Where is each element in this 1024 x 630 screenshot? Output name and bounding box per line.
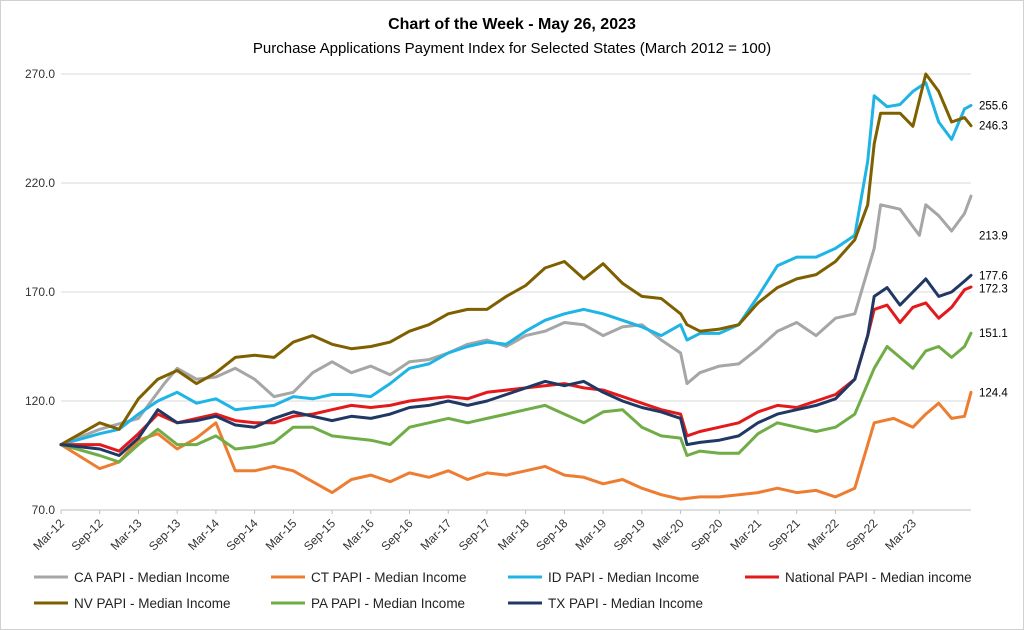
- y-axis-tick-labels: 70.0 120.0 170.0 220.0 270.0: [25, 67, 55, 517]
- series-line-4: [59, 72, 973, 447]
- end-value-label: 177.6: [979, 270, 1008, 282]
- x-tick-label: Mar-18: [495, 516, 532, 553]
- y-tick-label: 70.0: [32, 503, 56, 517]
- x-tick-label: Mar-13: [108, 516, 145, 553]
- x-tick-label: Sep-12: [69, 516, 106, 553]
- x-tick-label: Mar-22: [805, 516, 842, 553]
- x-tick-label: Sep-15: [301, 516, 338, 553]
- x-tick-label: Sep-18: [533, 516, 570, 553]
- y-tick-label: 170.0: [25, 285, 55, 299]
- x-tick-label: Sep-13: [146, 516, 183, 553]
- chart-title: Chart of the Week - May 26, 2023: [388, 16, 636, 33]
- x-tick-label: Sep-17: [456, 516, 493, 553]
- x-tick-label: Mar-17: [418, 516, 455, 553]
- chart-subtitle: Purchase Applications Payment Index for …: [253, 40, 771, 57]
- legend-label: TX PAPI - Median Income: [548, 596, 703, 611]
- legend-label: PA PAPI - Median Income: [311, 596, 465, 611]
- end-value-label: 213.9: [979, 230, 1008, 242]
- x-tick-label: Mar-20: [650, 516, 687, 553]
- x-tick-label: Mar-14: [185, 516, 222, 553]
- x-tick-label: Sep-19: [611, 516, 648, 553]
- legend-label: National PAPI - Median income: [785, 570, 972, 585]
- x-tick-label: Mar-21: [727, 516, 764, 553]
- end-value-label: 246.3: [979, 121, 1008, 133]
- end-value-label: 151.1: [979, 328, 1008, 340]
- x-axis-tick-labels: Mar-12 Sep-12 Mar-13 Sep-13 Mar-14 Sep-14 Mar-…: [30, 510, 919, 553]
- legend: CA PAPI - Median Income CT PAPI - Median …: [34, 570, 972, 611]
- legend-label: NV PAPI - Median Income: [74, 596, 231, 611]
- x-tick-label: Sep-22: [843, 516, 880, 553]
- y-tick-label: 120.0: [25, 394, 55, 408]
- x-tick-label: Sep-20: [688, 516, 725, 553]
- series-lines: [59, 72, 973, 501]
- y-tick-label: 220.0: [25, 176, 55, 190]
- x-tick-label: Mar-15: [263, 516, 300, 553]
- series-line-2: [59, 81, 973, 447]
- legend-label: CA PAPI - Median Income: [74, 570, 230, 585]
- legend-label: CT PAPI - Median Income: [311, 570, 467, 585]
- end-value-label: 124.4: [979, 387, 1008, 399]
- x-tick-label: Sep-16: [378, 516, 415, 553]
- x-tick-label: Sep-21: [766, 516, 803, 553]
- legend-label: ID PAPI - Median Income: [548, 570, 699, 585]
- x-tick-label: Mar-16: [340, 516, 377, 553]
- y-tick-label: 270.0: [25, 67, 55, 81]
- x-tick-label: Mar-12: [30, 516, 67, 553]
- series-line-6: [59, 273, 973, 457]
- x-tick-label: Mar-19: [572, 516, 609, 553]
- end-value-label: 172.3: [979, 283, 1008, 295]
- end-value-label: 255.6: [979, 100, 1008, 112]
- series-line-5: [59, 331, 973, 464]
- x-tick-label: Sep-14: [223, 516, 260, 553]
- series-line-0: [59, 194, 973, 447]
- series-line-1: [59, 390, 973, 501]
- x-tick-label: Mar-23: [882, 516, 919, 553]
